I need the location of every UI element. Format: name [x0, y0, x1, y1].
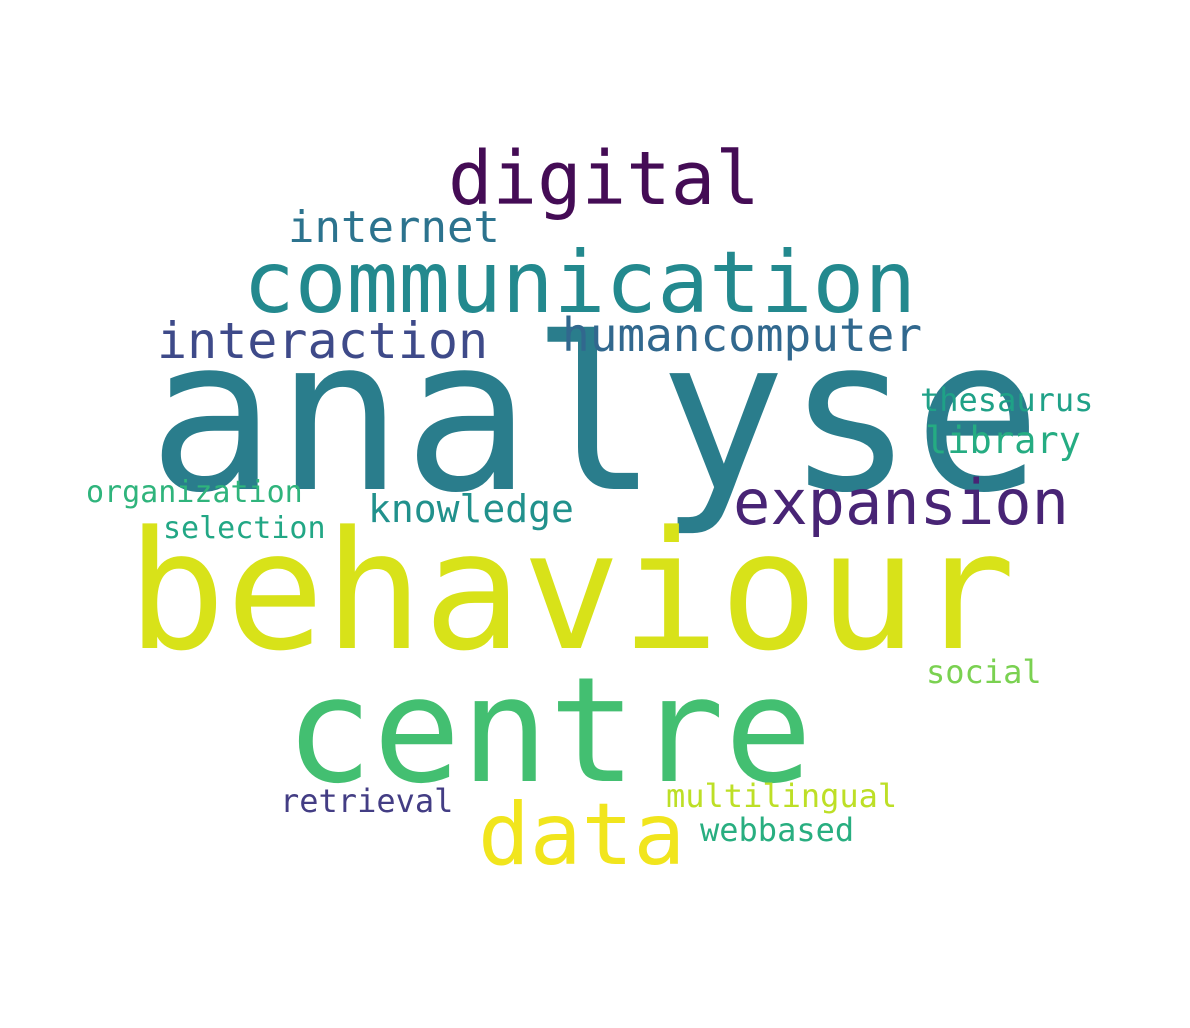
word-library: library [925, 419, 1081, 462]
word-expansion: expansion [733, 466, 1069, 539]
word-webbased: webbased [700, 811, 855, 849]
word-humancomputer: humancomputer [562, 308, 923, 362]
word-internet: internet [288, 202, 500, 253]
word-behaviour: behaviour [127, 496, 1016, 687]
word-thesaurus: thesaurus [920, 381, 1094, 419]
word-centre: centre [285, 646, 813, 816]
word-retrieval: retrieval [280, 782, 454, 820]
word-knowledge: knowledge [368, 487, 574, 531]
word-analyse: analyse [148, 292, 1042, 539]
word-social: social [926, 653, 1042, 691]
word-organization: organization [86, 475, 303, 510]
word-multilingual: multilingual [666, 777, 898, 815]
word-selection: selection [163, 511, 326, 546]
word-interaction: interaction [157, 312, 489, 370]
word-communication: communication [243, 233, 917, 333]
word-data: data [478, 785, 686, 885]
word-digital: digital [448, 136, 760, 222]
